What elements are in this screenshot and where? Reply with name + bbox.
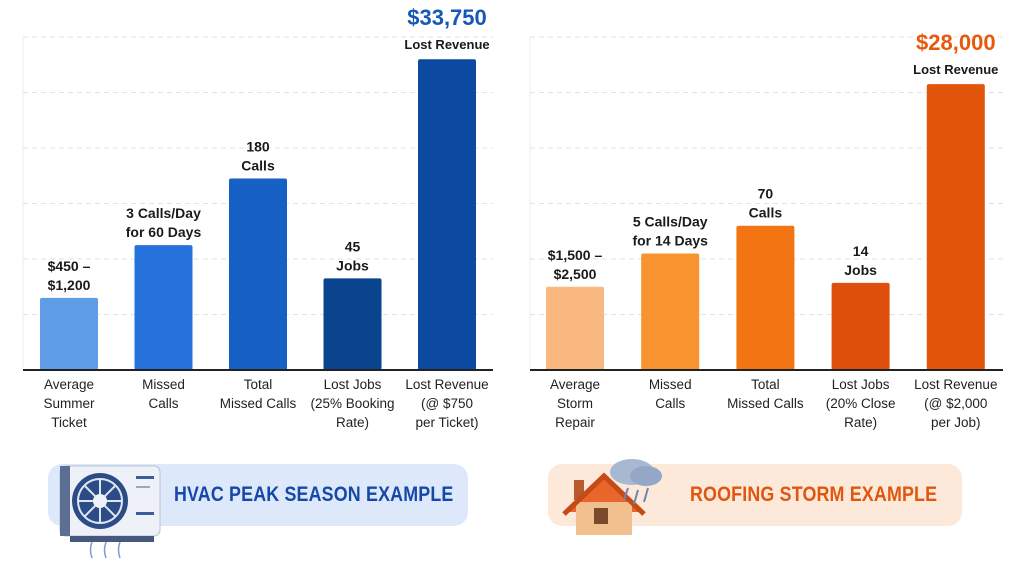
data-label: for 14 Days (632, 232, 708, 248)
x-tick-label: Missed (649, 377, 692, 392)
x-tick-label: Lost Revenue (405, 377, 488, 392)
bar (323, 278, 382, 370)
roofing-banner-label: ROOFING STORM EXAMPLE (690, 483, 938, 506)
x-tick-label: Calls (655, 396, 685, 411)
house-storm-icon (562, 459, 662, 535)
bar (418, 59, 476, 370)
x-tick-label: Lost Jobs (324, 377, 382, 392)
x-tick-label: per Job) (931, 415, 981, 430)
data-label: $28,000 (916, 30, 996, 55)
x-tick-label: Lost Revenue (914, 377, 997, 392)
data-label: $450 – (48, 258, 91, 274)
x-tick-label: Average (550, 377, 600, 392)
x-tick-label: (@ $2,000 (924, 396, 987, 411)
x-tick-label: (@ $750 (421, 396, 473, 411)
bar (546, 286, 604, 370)
x-tick-label: Ticket (51, 415, 87, 430)
x-tick-label: (25% Booking (310, 396, 394, 411)
data-label: 45 (345, 238, 361, 254)
data-label: 3 Calls/Day (126, 205, 201, 221)
bar (134, 245, 193, 370)
x-tick-label: Average (44, 377, 94, 392)
data-label: Jobs (336, 257, 369, 273)
bar (736, 225, 795, 370)
x-tick-label: (20% Close (826, 396, 896, 411)
x-tick-label: Total (751, 377, 780, 392)
data-label: for 60 Days (126, 224, 202, 240)
air-conditioner-icon (59, 465, 161, 559)
bar (40, 297, 98, 370)
x-tick-label: Missed Calls (220, 396, 297, 411)
data-label: 180 (246, 139, 270, 155)
data-label: Calls (241, 158, 275, 174)
bar (641, 253, 700, 370)
x-tick-label: Rate) (336, 415, 369, 430)
data-label: $2,500 (554, 266, 597, 282)
bar (229, 178, 287, 370)
data-label: 14 (853, 243, 869, 259)
data-label: 5 Calls/Day (633, 213, 708, 229)
hvac-banner-label: HVAC PEAK SEASON EXAMPLE (174, 483, 454, 506)
bar (926, 84, 985, 371)
data-label: Calls (749, 205, 783, 221)
data-label: 70 (758, 186, 774, 202)
x-tick-label: Repair (555, 415, 595, 430)
x-tick-label: Rate) (844, 415, 877, 430)
x-tick-label: Lost Jobs (832, 377, 890, 392)
bar (831, 282, 890, 370)
data-label: Lost Revenue (404, 37, 489, 52)
x-tick-label: Total (244, 377, 273, 392)
x-tick-label: Missed Calls (727, 396, 804, 411)
x-tick-label: per Ticket) (415, 415, 478, 430)
x-tick-label: Calls (148, 396, 178, 411)
data-label: Lost Revenue (913, 62, 998, 77)
x-tick-label: Storm (557, 396, 593, 411)
data-label: $1,200 (48, 277, 91, 293)
data-label: $33,750 (407, 5, 487, 30)
data-label: Jobs (844, 262, 877, 278)
x-tick-label: Summer (43, 396, 95, 411)
x-tick-label: Missed (142, 377, 185, 392)
data-label: $1,500 – (548, 247, 603, 263)
